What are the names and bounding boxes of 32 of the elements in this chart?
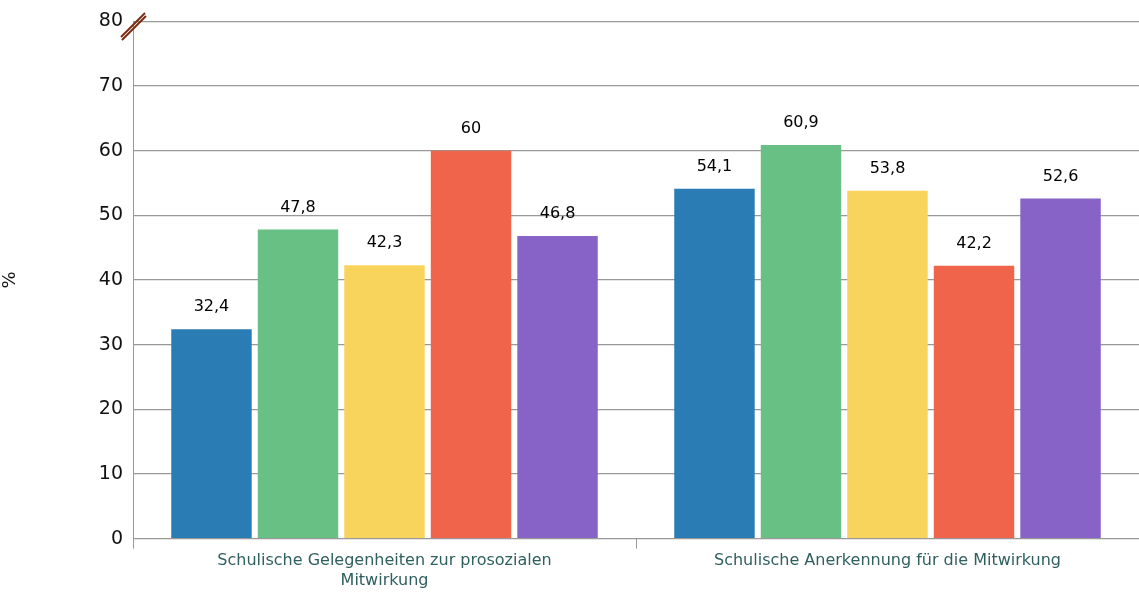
data-label: 54,1 (696, 156, 733, 175)
bar (344, 265, 425, 538)
bar (171, 329, 252, 538)
bar (760, 144, 842, 538)
bar (430, 150, 512, 538)
y-axis-title: % (0, 271, 20, 289)
y-tick-label: 0 (110, 525, 123, 548)
x-tick-label: Schulische Gelegenheiten zur prosozialen Mitwirkung (217, 550, 552, 589)
x-tick-label: Schulische Anerkennung für die Mitwirkung (714, 550, 1061, 570)
y-tick-label: 60 (98, 137, 123, 160)
data-label: 53,8 (869, 157, 906, 177)
y-tick-label: 30 (98, 331, 123, 354)
bar (1020, 198, 1101, 538)
y-tick-label: 70 (98, 72, 123, 95)
y-tick-label: 20 (98, 396, 123, 419)
bar (933, 265, 1015, 538)
bar (847, 190, 928, 538)
y-tick-label: 50 (98, 202, 123, 225)
data-label: 47,8 (280, 196, 316, 216)
data-label: 52,6 (1042, 165, 1079, 185)
bar (257, 229, 339, 538)
data-label: 42,3 (366, 232, 403, 252)
data-label: 42,2 (956, 232, 992, 252)
data-label: 60,9 (783, 112, 819, 132)
data-label: 32,4 (193, 296, 230, 316)
y-tick-label: 40 (98, 266, 123, 289)
y-tick-label: 10 (98, 460, 123, 483)
data-label: 46,8 (539, 203, 576, 223)
bar (517, 236, 598, 538)
data-label: 60 (460, 117, 482, 137)
y-tick-label: 80 (98, 8, 123, 31)
bar (674, 188, 755, 538)
